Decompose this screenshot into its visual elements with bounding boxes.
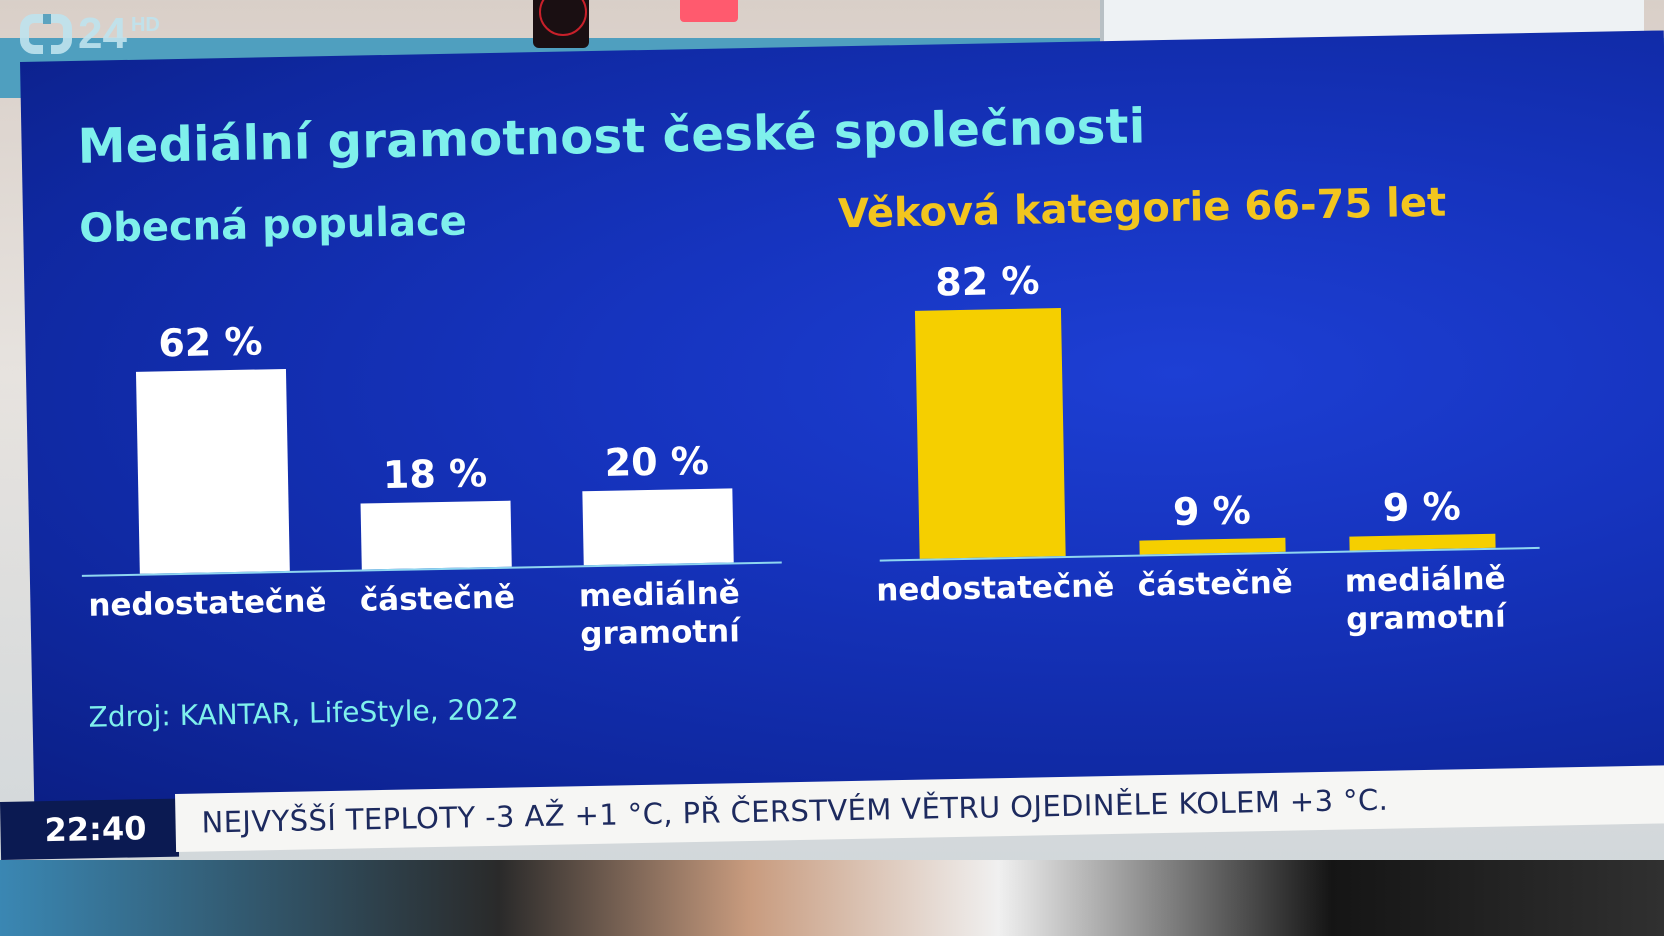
bar-nedostatecne: 82 % xyxy=(914,258,1066,559)
broadcast-clock: 22:40 xyxy=(0,798,180,860)
left-bar-chart: 62 % 18 % 20 % nedostatečně částečně med… xyxy=(76,262,782,652)
bar-castecne: 9 % xyxy=(1138,488,1286,555)
bar-value: 62 % xyxy=(157,319,263,366)
bar-nedostatecne: 62 % xyxy=(135,319,290,574)
ticker-text: NEJVYŠŠÍ TEPLOTY -3 AŽ +1 °C, PŘ ČERSTVÉ… xyxy=(201,782,1389,840)
source-note: Zdroj: KANTAR, LifeStyle, 2022 xyxy=(88,692,520,734)
bar xyxy=(582,488,734,566)
bar-medialne-gramotni: 20 % xyxy=(581,438,734,566)
bar xyxy=(914,308,1066,559)
bar-castecne: 18 % xyxy=(360,451,512,570)
right-bar-chart: 82 % 9 % 9 % nedostatečně částečně mediá… xyxy=(874,247,1540,638)
bar-value: 18 % xyxy=(382,451,488,498)
category-label: mediálně gramotní xyxy=(1344,560,1507,638)
infographic-panel: Mediální gramotnost české společnosti Ob… xyxy=(20,30,1664,802)
clock-time: 22:40 xyxy=(44,809,147,850)
bar-value: 82 % xyxy=(934,258,1040,305)
bar-value: 20 % xyxy=(604,438,710,485)
studio-foreground xyxy=(0,860,1664,936)
ct-logo-icon xyxy=(20,14,72,54)
left-chart-subtitle: Obecná populace xyxy=(78,198,468,252)
category-label: nedostatečně xyxy=(88,583,327,624)
bar xyxy=(360,500,512,570)
graphic-title: Mediální gramotnost české společnosti xyxy=(77,98,1147,175)
channel-logo: 24 HD xyxy=(20,9,160,58)
category-label: nedostatečně xyxy=(875,568,1115,609)
category-label: částečně xyxy=(359,579,516,619)
bar-value: 9 % xyxy=(1382,484,1462,530)
channel-number: 24 xyxy=(78,9,127,58)
right-chart-subtitle: Věková kategorie 66-75 let xyxy=(837,179,1447,238)
category-label: částečně xyxy=(1137,564,1294,604)
hd-badge: HD xyxy=(130,14,160,36)
studio-wall-clock xyxy=(533,0,589,48)
bar-medialne-gramotni: 9 % xyxy=(1348,484,1496,551)
studio-red-light xyxy=(680,0,738,22)
bar xyxy=(135,368,290,574)
bar-value: 9 % xyxy=(1172,488,1252,534)
category-label: mediálně gramotní xyxy=(578,575,741,653)
